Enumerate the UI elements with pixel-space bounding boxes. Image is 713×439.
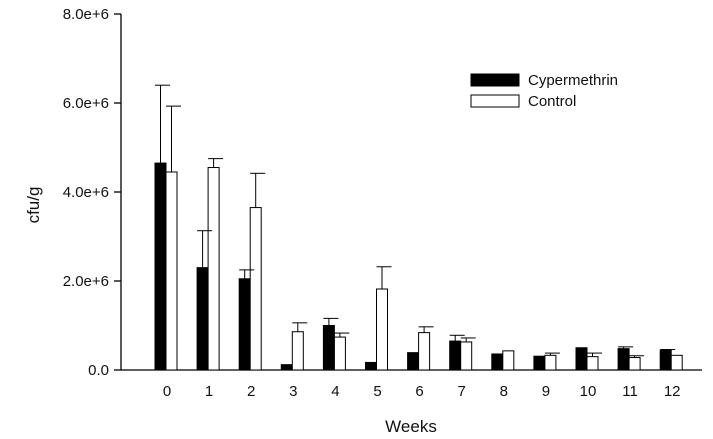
error-bars bbox=[155, 84, 676, 358]
legend: Cypermethrin Control bbox=[470, 72, 618, 110]
legend-swatch bbox=[470, 73, 520, 87]
bar bbox=[449, 340, 462, 371]
x-tick-label: 12 bbox=[664, 383, 681, 400]
y-tick-label: 8.0e+6 bbox=[63, 6, 109, 23]
x-tick-label: 1 bbox=[205, 383, 213, 400]
bar bbox=[533, 355, 546, 371]
bar bbox=[376, 288, 388, 371]
x-tick-label: 11 bbox=[622, 383, 638, 400]
x-tick-label: 7 bbox=[458, 383, 466, 400]
legend-label: Cypermethrin bbox=[528, 72, 618, 89]
bar bbox=[575, 347, 588, 371]
y-ticks: 0.0 2.0e+6 4.0e+6 6.0e+6 8.0e+6 bbox=[63, 6, 121, 379]
x-tick-label: 8 bbox=[500, 383, 508, 400]
bar bbox=[291, 331, 304, 371]
bar bbox=[207, 167, 220, 371]
bar bbox=[249, 207, 262, 371]
bar bbox=[238, 278, 251, 371]
bar bbox=[502, 350, 515, 371]
x-ticks: 0 1 2 3 4 5 6 7 8 9 10 11 12 bbox=[163, 383, 681, 400]
bar bbox=[196, 267, 209, 371]
x-tick-label: 9 bbox=[542, 383, 550, 400]
y-tick-label: 0.0 bbox=[88, 362, 109, 379]
bar bbox=[418, 332, 431, 371]
x-tick-label: 4 bbox=[331, 383, 339, 400]
bar bbox=[491, 353, 504, 371]
bar bbox=[460, 341, 473, 371]
bar bbox=[628, 357, 641, 371]
bar bbox=[165, 171, 178, 371]
x-tick-label: 5 bbox=[373, 383, 381, 400]
x-tick-label: 2 bbox=[247, 383, 255, 400]
bar bbox=[333, 336, 346, 371]
x-tick-label: 6 bbox=[415, 383, 423, 400]
bar bbox=[322, 325, 335, 371]
bar bbox=[154, 162, 167, 371]
bar bbox=[659, 349, 672, 371]
bar bbox=[544, 354, 557, 371]
y-axis-title: cfu/g bbox=[24, 187, 43, 224]
y-tick-label: 4.0e+6 bbox=[63, 184, 109, 201]
x-axis-title: Weeks bbox=[385, 417, 437, 436]
x-tick-label: 3 bbox=[289, 383, 297, 400]
bars bbox=[154, 162, 683, 371]
y-tick-label: 6.0e+6 bbox=[63, 95, 109, 112]
bar bbox=[670, 354, 683, 371]
y-tick-label: 2.0e+6 bbox=[63, 273, 109, 290]
legend-label: Control bbox=[528, 93, 576, 110]
legend-swatch bbox=[470, 94, 520, 108]
x-tick-label: 10 bbox=[580, 383, 597, 400]
x-tick-label: 0 bbox=[163, 383, 171, 400]
bar bbox=[407, 352, 420, 371]
bar bbox=[617, 348, 630, 371]
bar bbox=[280, 364, 293, 371]
bar bbox=[365, 361, 377, 371]
bar bbox=[586, 356, 599, 371]
